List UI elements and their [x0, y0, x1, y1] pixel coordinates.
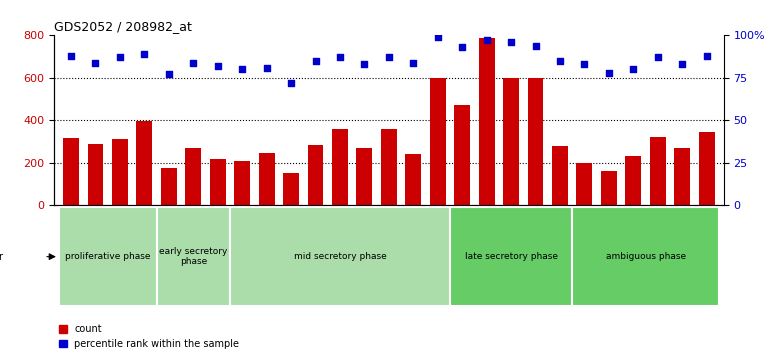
- Bar: [430, 78, 446, 205]
- Point: [676, 62, 688, 67]
- Bar: [88, 144, 103, 205]
- Point: [530, 43, 542, 48]
- Text: other: other: [0, 252, 4, 262]
- Bar: [161, 168, 177, 205]
- Bar: [259, 153, 275, 205]
- Bar: [698, 132, 715, 205]
- Point: [383, 55, 395, 60]
- Point: [701, 53, 713, 59]
- Bar: [357, 148, 373, 205]
- Point: [236, 67, 248, 72]
- Bar: [283, 173, 299, 205]
- Bar: [234, 161, 250, 205]
- Point: [212, 63, 224, 69]
- Point: [65, 53, 77, 59]
- Legend: count, percentile rank within the sample: count, percentile rank within the sample: [59, 324, 239, 349]
- Point: [456, 45, 468, 50]
- Point: [578, 62, 591, 67]
- Point: [333, 55, 346, 60]
- Bar: [136, 121, 152, 205]
- Text: proliferative phase: proliferative phase: [65, 252, 150, 261]
- Bar: [625, 156, 641, 205]
- Point: [162, 72, 175, 77]
- Text: late secretory phase: late secretory phase: [464, 252, 557, 261]
- Point: [114, 55, 126, 60]
- Point: [407, 60, 420, 65]
- Bar: [675, 148, 690, 205]
- Text: GDS2052 / 208982_at: GDS2052 / 208982_at: [54, 20, 192, 33]
- Bar: [307, 145, 323, 205]
- Bar: [479, 38, 494, 205]
- FancyBboxPatch shape: [156, 207, 230, 306]
- Bar: [112, 139, 128, 205]
- Bar: [650, 137, 666, 205]
- FancyBboxPatch shape: [450, 207, 572, 306]
- FancyBboxPatch shape: [230, 207, 450, 306]
- Bar: [332, 129, 348, 205]
- Bar: [209, 159, 226, 205]
- Point: [187, 60, 199, 65]
- Bar: [577, 163, 592, 205]
- Bar: [381, 129, 397, 205]
- Point: [260, 65, 273, 70]
- Point: [432, 34, 444, 40]
- Bar: [454, 105, 470, 205]
- Point: [358, 62, 370, 67]
- Bar: [405, 154, 421, 205]
- Bar: [503, 78, 519, 205]
- Point: [554, 58, 566, 64]
- FancyBboxPatch shape: [59, 207, 156, 306]
- Point: [505, 39, 517, 45]
- Point: [480, 38, 493, 43]
- Point: [285, 80, 297, 86]
- Text: ambiguous phase: ambiguous phase: [605, 252, 685, 261]
- Point: [651, 55, 664, 60]
- Point: [138, 51, 150, 57]
- Point: [628, 67, 640, 72]
- Bar: [186, 148, 201, 205]
- Bar: [527, 78, 544, 205]
- Bar: [63, 138, 79, 205]
- Text: mid secretory phase: mid secretory phase: [293, 252, 387, 261]
- Point: [603, 70, 615, 76]
- Point: [310, 58, 322, 64]
- Point: [89, 60, 102, 65]
- FancyBboxPatch shape: [572, 207, 719, 306]
- Text: early secretory
phase: early secretory phase: [159, 247, 227, 266]
- Bar: [552, 146, 568, 205]
- Bar: [601, 171, 617, 205]
